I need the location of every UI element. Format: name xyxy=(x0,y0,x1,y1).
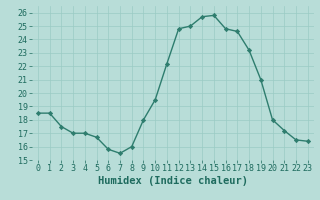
X-axis label: Humidex (Indice chaleur): Humidex (Indice chaleur) xyxy=(98,176,248,186)
